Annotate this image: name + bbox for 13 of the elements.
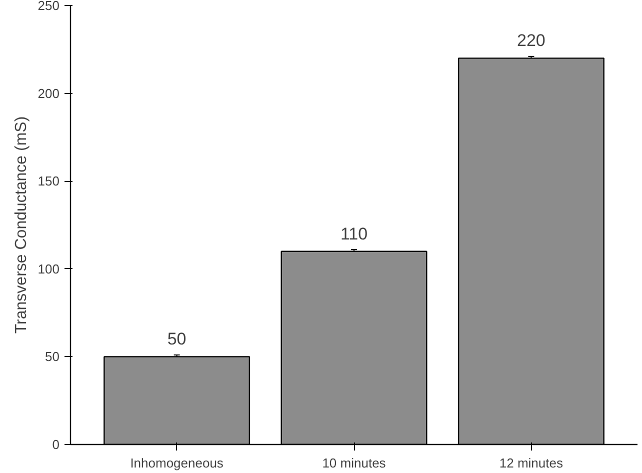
y-tick-label: 200 bbox=[38, 86, 60, 101]
y-tick-label: 100 bbox=[38, 261, 60, 276]
data-label: 50 bbox=[167, 330, 186, 349]
x-tick-label: 10 minutes bbox=[322, 456, 386, 470]
y-axis-title: Transverse Conductance (mS) bbox=[12, 116, 30, 334]
y-tick-label: 50 bbox=[45, 349, 60, 364]
y-tick-label: 250 bbox=[38, 0, 60, 13]
y-tick-label: 150 bbox=[38, 174, 60, 189]
data-label: 220 bbox=[517, 31, 546, 50]
x-tick-label: Inhomogeneous bbox=[130, 456, 224, 470]
x-tick-label: 12 minutes bbox=[499, 456, 564, 470]
y-tick-label: 0 bbox=[52, 437, 60, 452]
data-label: 110 bbox=[340, 224, 368, 244]
